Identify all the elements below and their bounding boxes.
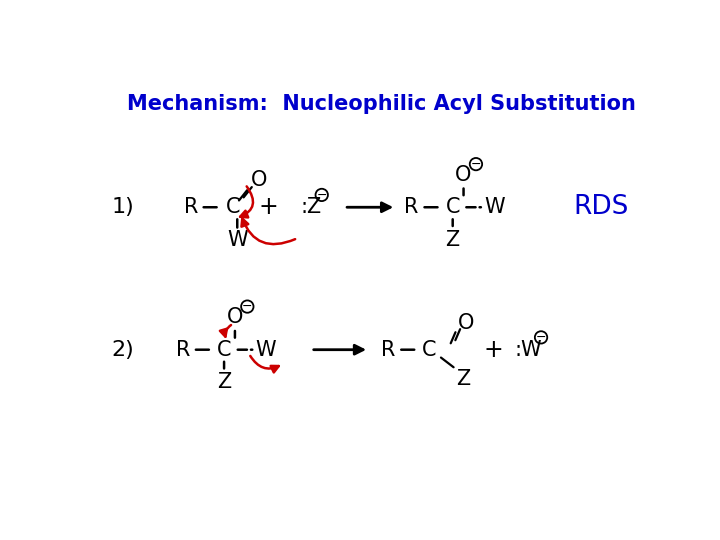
Text: :Z: :Z	[301, 197, 322, 217]
Text: W: W	[227, 231, 248, 251]
Text: W: W	[256, 340, 276, 360]
Text: 1): 1)	[112, 197, 135, 217]
Text: −: −	[317, 188, 327, 201]
Text: O: O	[455, 165, 472, 185]
Text: C: C	[217, 340, 231, 360]
Text: O: O	[458, 313, 474, 333]
Text: RDS: RDS	[574, 194, 629, 220]
Text: −: −	[536, 331, 546, 344]
Text: Z: Z	[217, 372, 231, 392]
Text: Mechanism:  Nucleophilic Acyl Substitution: Mechanism: Nucleophilic Acyl Substitutio…	[127, 94, 636, 114]
Text: C: C	[446, 197, 460, 217]
Text: 2): 2)	[112, 340, 135, 360]
Text: R: R	[381, 340, 395, 360]
Text: W: W	[485, 197, 505, 217]
Text: Z: Z	[446, 230, 460, 249]
Text: +: +	[258, 195, 278, 219]
Text: R: R	[176, 340, 190, 360]
Text: O: O	[227, 307, 243, 327]
Text: C: C	[422, 340, 437, 360]
Text: Z: Z	[456, 369, 471, 389]
Text: −: −	[471, 158, 481, 171]
Text: −: −	[242, 300, 253, 313]
Text: R: R	[184, 197, 198, 217]
Text: R: R	[405, 197, 419, 217]
Text: O: O	[251, 170, 267, 190]
Text: C: C	[226, 197, 240, 217]
Text: +: +	[483, 338, 503, 362]
Text: :W: :W	[515, 340, 542, 360]
